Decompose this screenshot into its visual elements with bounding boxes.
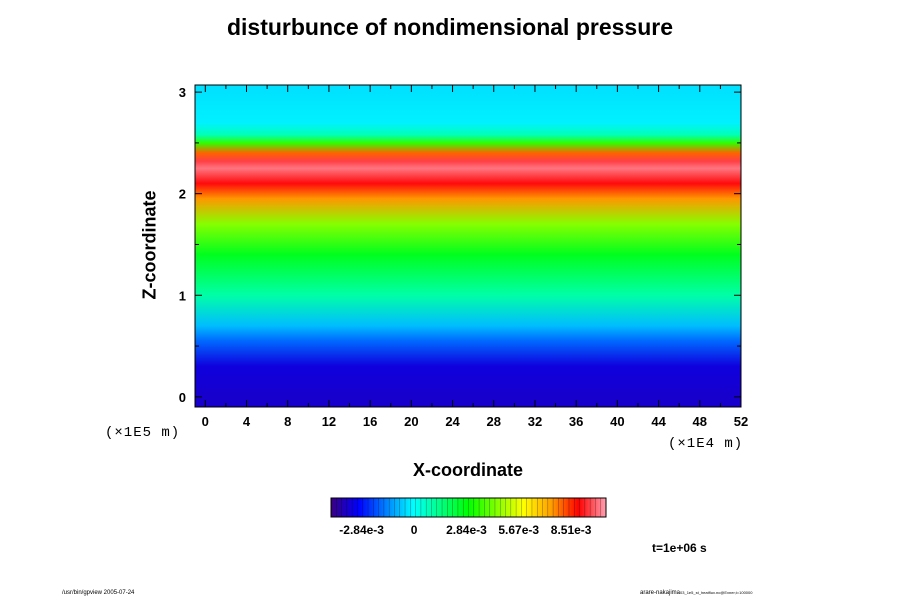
colorbar-border bbox=[330, 497, 607, 518]
colorbar-tick-label: 5.67e-3 bbox=[498, 523, 539, 537]
plot-frame bbox=[194, 84, 742, 408]
x-tick-label: 44 bbox=[651, 414, 666, 429]
time-label: t=1e+06 s bbox=[652, 541, 707, 555]
x-tick-label: 0 bbox=[202, 414, 209, 429]
footer-command: /usr/bin/gpview 2005-07-24 bbox=[62, 590, 135, 596]
x-tick-label: 4 bbox=[243, 414, 251, 429]
chart-title: disturbunce of nondimensional pressure bbox=[226, 14, 673, 40]
y-tick-label: 0 bbox=[179, 390, 186, 405]
colorbar-tick-label: 0 bbox=[411, 523, 418, 537]
y-tick-label: 2 bbox=[179, 187, 186, 202]
colorbar-tick-label: 8.51e-3 bbox=[551, 523, 592, 537]
x-tick-label: 16 bbox=[363, 414, 377, 429]
x-tick-label: 12 bbox=[322, 414, 336, 429]
x-tick-label: 20 bbox=[404, 414, 418, 429]
x-tick-label: 40 bbox=[610, 414, 624, 429]
x-tick-label: 52 bbox=[734, 414, 748, 429]
y-axis-unit: (×1E5 m) bbox=[105, 425, 181, 441]
colorbar-tick-label: -2.84e-3 bbox=[339, 523, 384, 537]
footer-user: arare-nakajima bbox=[640, 590, 681, 596]
x-tick-label: 24 bbox=[445, 414, 460, 429]
x-axis: 0 4 8 12 16 20 24 28 32 36 40 44 48 52 bbox=[202, 85, 748, 429]
y-axis: 0 1 2 3 bbox=[179, 85, 741, 405]
x-tick-label: 8 bbox=[284, 414, 291, 429]
y-tick-label: 1 bbox=[179, 288, 186, 303]
field-fill bbox=[195, 85, 741, 407]
plot-border bbox=[194, 84, 742, 408]
y-axis-label: Z-coordinate bbox=[139, 190, 160, 300]
x-tick-label: 28 bbox=[487, 414, 501, 429]
x-tick-label: 36 bbox=[569, 414, 583, 429]
x-tick-label: 32 bbox=[528, 414, 542, 429]
x-tick-label: 48 bbox=[693, 414, 707, 429]
x-axis-label: X-coordinate bbox=[412, 460, 523, 480]
contour-field bbox=[195, 85, 741, 407]
y-tick-label: 3 bbox=[179, 85, 186, 100]
footer-file: 03_1e5_st_heatflux.nc@Exner,t=100000 bbox=[680, 590, 753, 595]
footer-source: arare-nakajima03_1e5_st_heatflux.nc@Exne… bbox=[640, 590, 752, 596]
colorbar: -2.84e-3 0 2.84e-3 5.67e-3 8.51e-3 bbox=[330, 497, 607, 537]
colorbar-tick-label: 2.84e-3 bbox=[446, 523, 487, 537]
x-axis-unit: (×1E4 m) bbox=[668, 436, 744, 452]
